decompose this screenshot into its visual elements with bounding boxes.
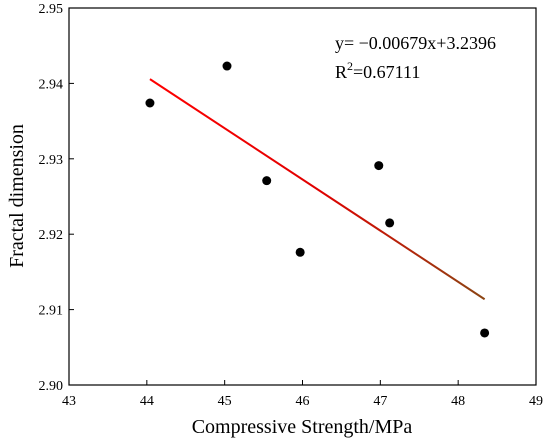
- data-points: [145, 61, 490, 338]
- y-tick-label: 2.95: [39, 2, 64, 17]
- y-tick-label: 2.94: [39, 77, 64, 92]
- x-tick-label: 49: [529, 394, 543, 409]
- r2-value: =0.67111: [353, 62, 420, 82]
- x-tick-label: 47: [373, 394, 387, 409]
- r-squared-label: R2=0.67111: [335, 59, 420, 82]
- y-tick-label: 2.93: [39, 153, 64, 168]
- x-axis: 43 44 45 46 47 48 49: [62, 380, 543, 409]
- data-point: [145, 98, 155, 108]
- data-point: [222, 61, 232, 71]
- r2-prefix: R: [335, 62, 347, 82]
- data-point: [385, 218, 395, 228]
- x-tick-label: 44: [140, 394, 154, 409]
- data-point: [374, 161, 384, 171]
- plot-frame: [68, 7, 537, 386]
- equation-label: y= −0.00679x+3.2396: [335, 33, 496, 53]
- y-tick-label: 2.90: [39, 379, 64, 394]
- x-tick-label: 48: [451, 394, 465, 409]
- y-tick-label: 2.92: [39, 228, 64, 243]
- r2-superscript: 2: [347, 59, 353, 73]
- x-tick-label: 43: [62, 394, 76, 409]
- x-axis-title: Compressive Strength/MPa: [192, 416, 413, 438]
- data-point: [480, 328, 490, 338]
- x-tick-label: 45: [218, 394, 232, 409]
- y-axis: 2.90 2.91 2.92 2.93 2.94 2.95: [39, 2, 74, 394]
- y-axis-title: Fractal dimension: [6, 124, 28, 268]
- regression-line: [149, 78, 486, 301]
- data-point: [295, 247, 305, 257]
- y-tick-label: 2.91: [39, 304, 64, 319]
- x-tick-label: 46: [296, 394, 310, 409]
- data-point: [262, 176, 272, 186]
